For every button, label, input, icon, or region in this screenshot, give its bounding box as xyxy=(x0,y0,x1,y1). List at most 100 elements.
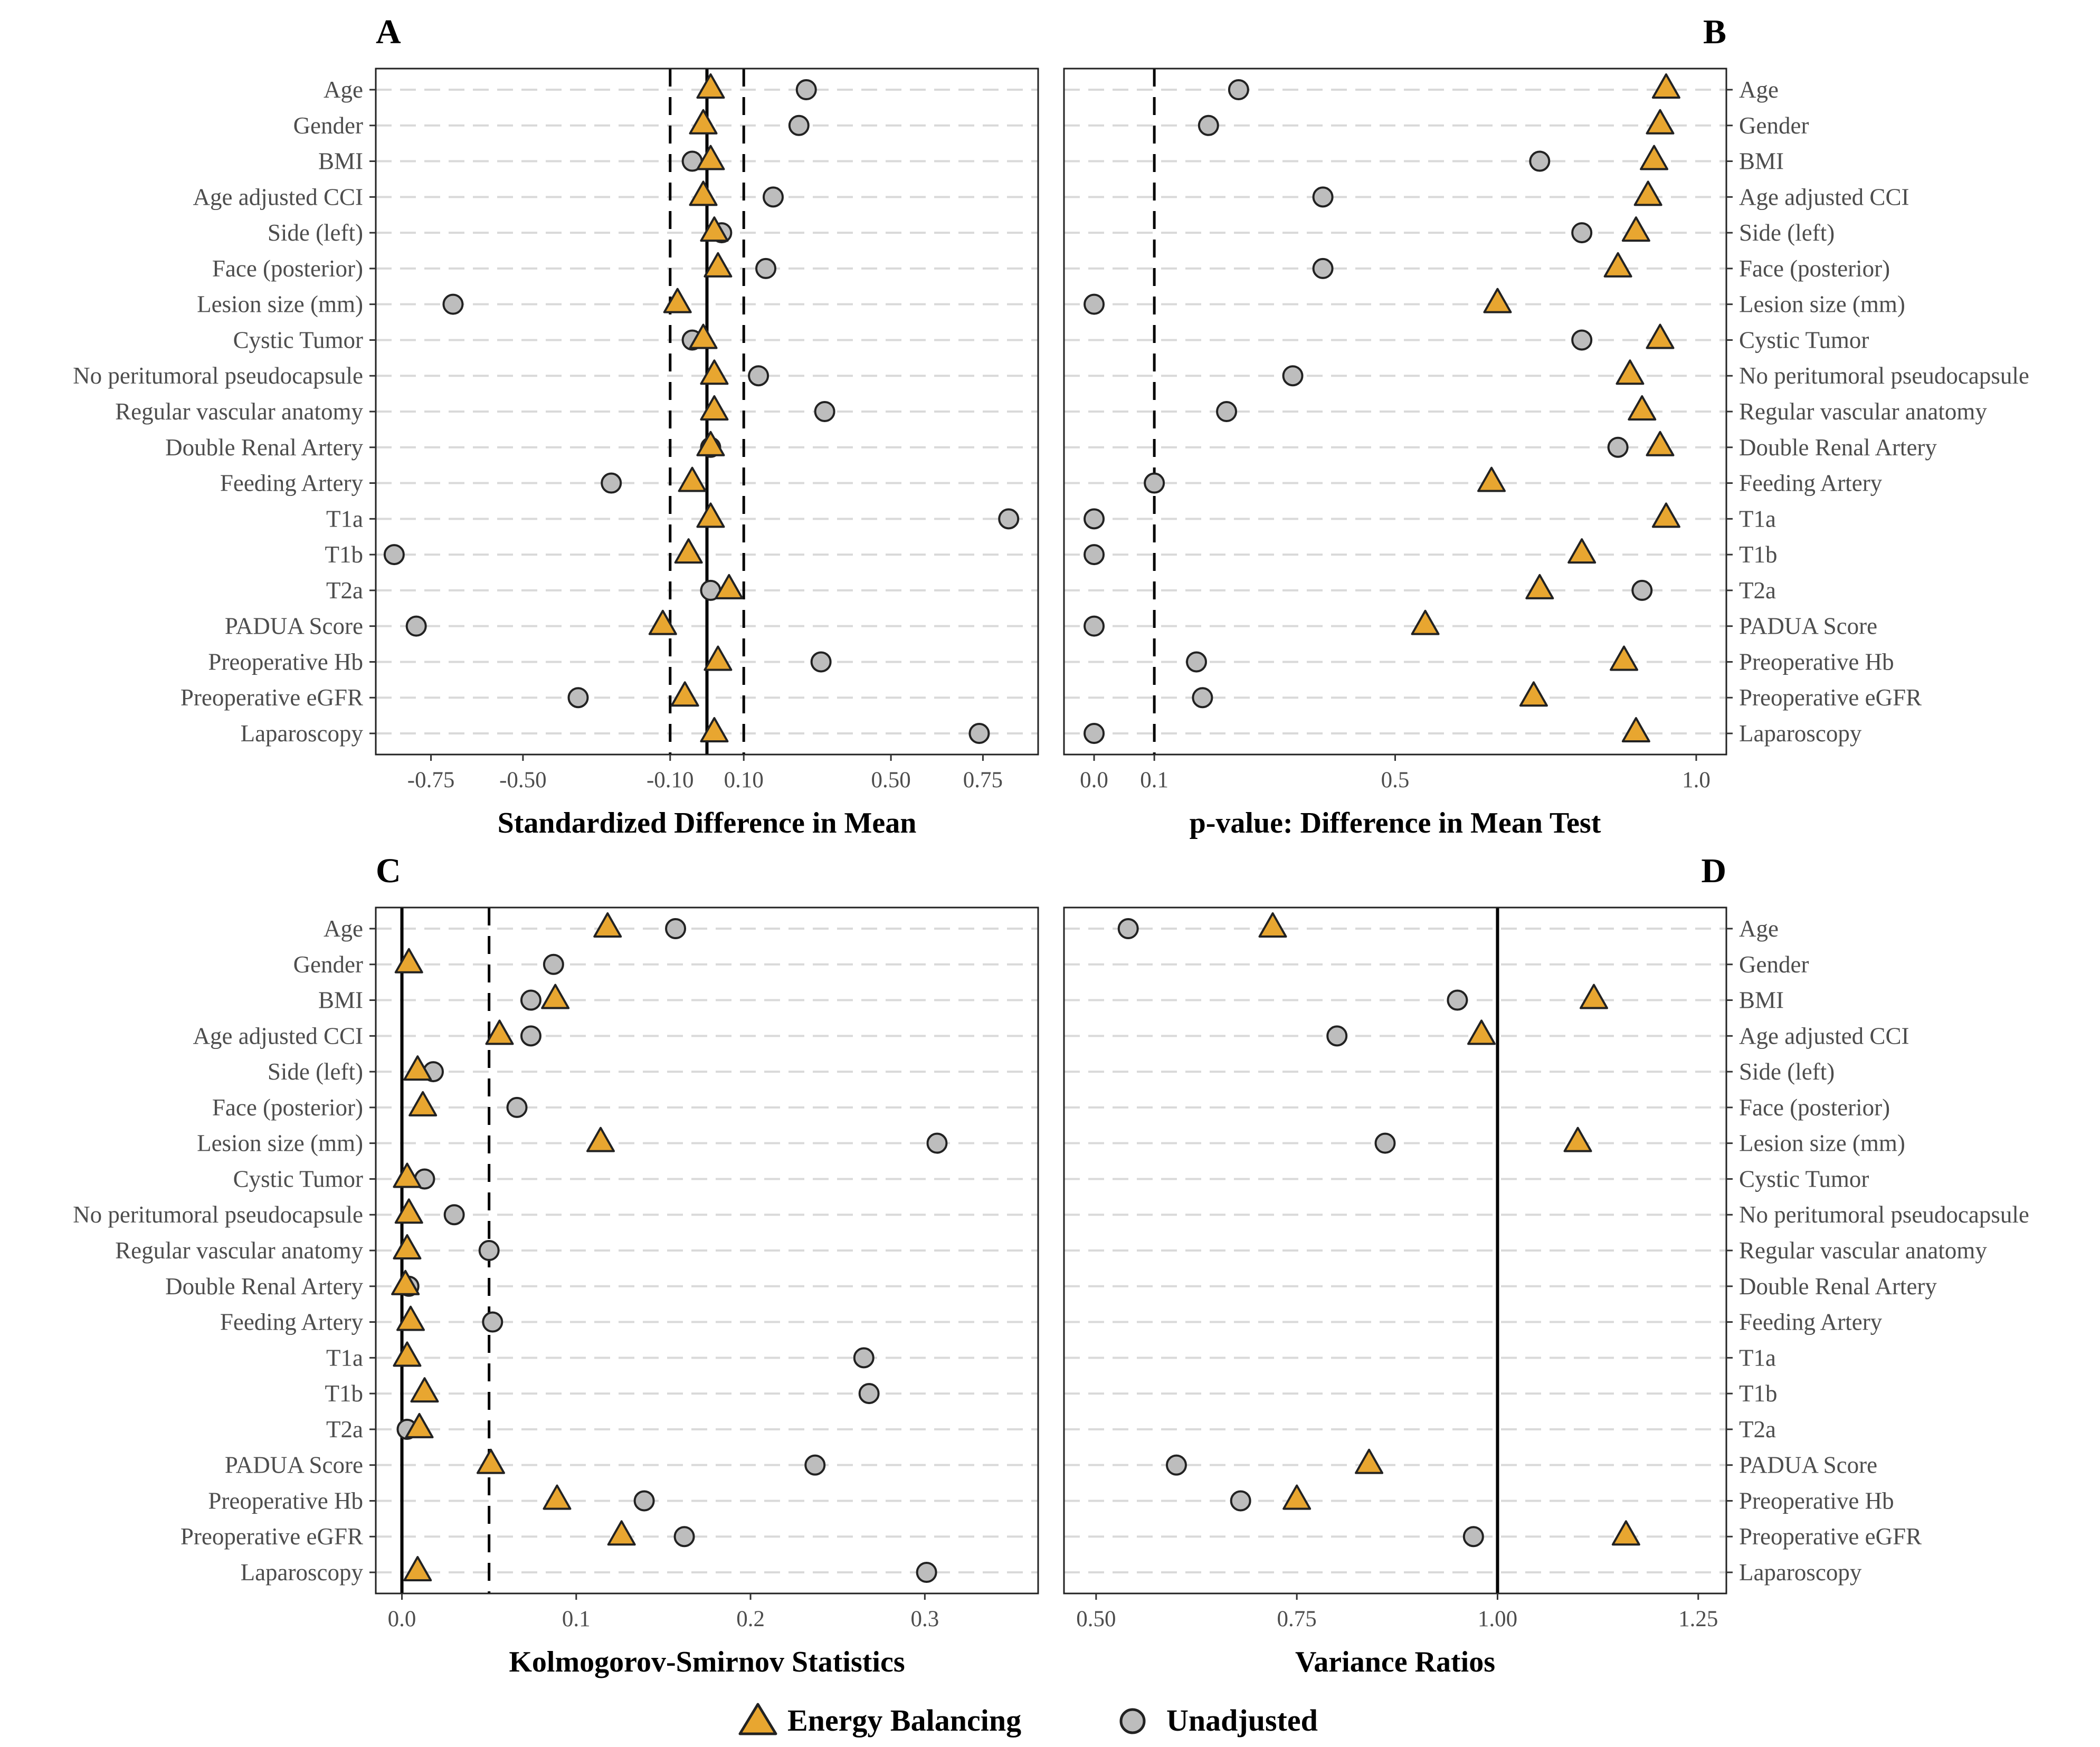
unadjusted-point xyxy=(482,1311,503,1333)
variable-label: Age adjusted CCI xyxy=(1739,1023,1909,1049)
variable-label: Age xyxy=(1739,77,1779,103)
unadjusted-point xyxy=(1282,365,1304,387)
variable-label: Lesion size (mm) xyxy=(1739,1130,1905,1157)
variable-label: BMI xyxy=(318,148,363,175)
energy-balancing-point xyxy=(393,1162,422,1188)
energy-balancing-point xyxy=(476,1448,505,1474)
variable-label: Face (posterior) xyxy=(212,1094,363,1121)
unadjusted-point xyxy=(916,1562,937,1583)
energy-balancing-point xyxy=(1633,180,1662,206)
variable-label: T2a xyxy=(326,577,363,604)
unadjusted-point xyxy=(788,114,810,136)
unadjusted-point xyxy=(1312,257,1334,279)
energy-balancing-point xyxy=(689,323,718,349)
unadjusted-point xyxy=(520,989,541,1011)
energy-balancing-point xyxy=(1282,1484,1312,1510)
unadjusted-point xyxy=(926,1132,948,1154)
unadjusted-point xyxy=(1192,687,1213,709)
unadjusted-point xyxy=(1084,615,1105,637)
unadjusted-point xyxy=(1165,1454,1187,1476)
unadjusted-point xyxy=(1084,723,1105,744)
x-tick-label: 1.00 xyxy=(1478,1607,1517,1631)
panel-c: C Age Gender BMI Age adjusted CCI Side (left)… xyxy=(73,852,1039,1678)
variable-label: Feeding Artery xyxy=(1739,1309,1883,1335)
energy-balancing-point xyxy=(405,1412,434,1438)
unadjusted-point xyxy=(1374,1132,1396,1154)
energy-balancing-point xyxy=(1563,1127,1592,1152)
variable-label: Gender xyxy=(1739,112,1809,139)
x-tick-label: 0.50 xyxy=(871,768,910,793)
energy-balancing-point xyxy=(700,717,729,742)
variable-label: Age xyxy=(324,77,363,103)
variable-label: Preoperative Hb xyxy=(208,648,363,675)
unadjusted-point xyxy=(1312,186,1334,208)
energy-balancing-point xyxy=(393,1341,422,1367)
variable-label: No peritumoral pseudocapsule xyxy=(1739,362,2029,389)
variable-label: Preoperative eGFR xyxy=(1739,1523,1922,1550)
energy-balancing-point xyxy=(408,1091,438,1116)
variable-label: T1b xyxy=(325,541,364,568)
energy-balancing-point xyxy=(394,948,423,973)
variable-label: Side (left) xyxy=(268,1058,363,1085)
variable-label: T1b xyxy=(1739,541,1778,568)
unadjusted-point xyxy=(1462,1526,1484,1548)
energy-balancing-point xyxy=(1567,538,1597,564)
variable-label: Age adjusted CCI xyxy=(1739,184,1909,210)
x-tick-label: 1.0 xyxy=(1682,768,1711,793)
unadjusted-point xyxy=(520,1025,541,1047)
variable-label: T2a xyxy=(1739,1416,1776,1443)
variable-label: Face (posterior) xyxy=(1739,1094,1890,1121)
variable-label: Age xyxy=(1739,915,1779,942)
energy-balancing-point xyxy=(674,538,703,564)
variable-label: BMI xyxy=(1739,987,1784,1014)
x-tick-label: -0.10 xyxy=(647,768,694,793)
variable-label: T2a xyxy=(1739,577,1776,604)
variable-label: T2a xyxy=(326,1416,363,1443)
energy-balancing-point xyxy=(586,1127,615,1152)
variable-label: Age adjusted CCI xyxy=(193,1023,363,1049)
unadjusted-point xyxy=(858,1383,880,1405)
unadjusted-point xyxy=(853,1347,875,1369)
x-tick-label: 0.75 xyxy=(963,768,1003,793)
energy-balancing-point xyxy=(1411,609,1440,635)
unadjusted-point xyxy=(1216,401,1238,422)
x-tick-label: 0.75 xyxy=(1277,1607,1317,1631)
unadjusted-point xyxy=(442,293,464,315)
x-tick-label: 0.1 xyxy=(1140,768,1168,793)
panel-b: B Age Gender BMI Age adjusted CCI Side (left)… xyxy=(1063,13,2029,839)
x-axis-title: Standardized Difference in Mean xyxy=(498,807,917,839)
energy-balancing-point xyxy=(396,1305,425,1331)
variable-label: Cystic Tumor xyxy=(233,327,363,353)
variable-label: PADUA Score xyxy=(225,613,363,639)
x-tick-label: -0.50 xyxy=(499,768,547,793)
energy-balancing-point xyxy=(1628,395,1657,421)
variable-label: Side (left) xyxy=(1739,219,1835,246)
energy-balancing-point xyxy=(541,984,570,1009)
legend-circle-icon xyxy=(1119,1708,1146,1734)
unadjusted-point xyxy=(968,723,990,744)
variable-label: No peritumoral pseudocapsule xyxy=(73,362,363,389)
energy-balancing-point xyxy=(1646,109,1675,135)
energy-balancing-point xyxy=(393,1234,422,1259)
x-tick-label: 0.0 xyxy=(388,1607,416,1631)
variable-label: Preoperative eGFR xyxy=(180,1523,363,1550)
panel-a: A Age Gender BMI Age adjusted CCI Side (left)… xyxy=(73,13,1039,839)
energy-balancing-point xyxy=(1621,216,1650,242)
energy-balancing-point xyxy=(696,431,725,456)
energy-balancing-point xyxy=(1519,681,1548,707)
variable-label: Regular vascular anatomy xyxy=(1739,398,1987,425)
energy-balancing-point xyxy=(1616,359,1645,385)
unadjusted-point xyxy=(804,1454,826,1476)
unadjusted-point xyxy=(1084,293,1105,315)
legend-unadjusted-label: Unadjusted xyxy=(1166,1703,1318,1738)
variable-label: Cystic Tumor xyxy=(1739,327,1869,353)
unadjusted-point xyxy=(506,1096,528,1118)
energy-balancing-point xyxy=(663,288,692,313)
unadjusted-point xyxy=(748,365,769,387)
variable-label: Preoperative eGFR xyxy=(1739,684,1922,711)
energy-balancing-point xyxy=(1646,431,1675,456)
energy-balancing-point xyxy=(715,574,744,599)
energy-balancing-point xyxy=(1580,984,1608,1009)
energy-balancing-point xyxy=(700,395,729,421)
unadjusted-point xyxy=(1607,436,1629,458)
